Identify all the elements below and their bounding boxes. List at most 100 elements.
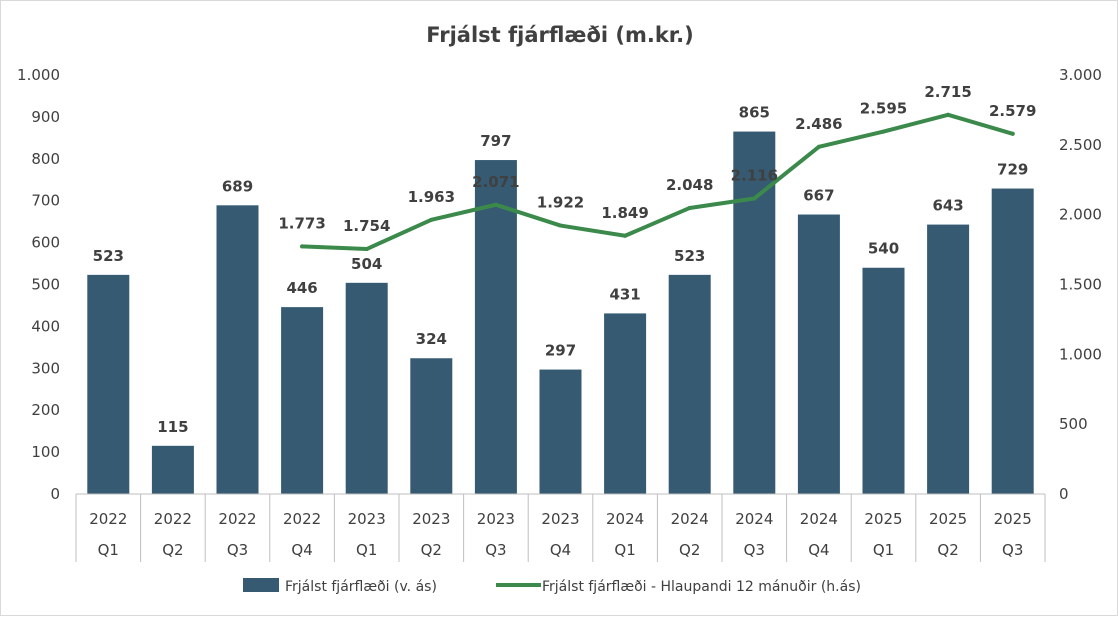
left-y-tick-label: 800 [31,150,60,168]
x-tick-year: 2022 [283,510,321,528]
x-tick-quarter: Q3 [227,541,248,559]
bar [151,445,194,494]
x-tick-quarter: Q1 [98,541,119,559]
bar-series: 523 115 689 446 504 324 797 297 431 523 865 667 540 6… [87,104,1034,495]
x-tick-year: 2025 [864,510,902,528]
line-data-label: 1.922 [537,194,584,212]
bar [410,358,453,494]
bar [345,282,388,494]
x-tick-quarter: Q1 [356,541,377,559]
left-y-tick-label: 900 [31,108,60,126]
line-point [752,196,757,201]
bar-data-label: 667 [803,187,834,205]
line-point [946,112,951,117]
x-tick-quarter: Q4 [808,541,829,559]
x-tick-quarter: Q2 [679,541,700,559]
line-point [364,247,369,252]
x-tick-year: 2023 [477,510,515,528]
line-data-label: 2.579 [989,102,1036,120]
left-y-axis: 0 100 200 300 400 500 600 700 800 900 1.000 [17,66,60,503]
line-data-label: 1.754 [343,217,390,235]
line-data-label: 2.595 [860,100,907,118]
bar-data-label: 797 [480,132,511,150]
x-tick-quarter: Q3 [744,541,765,559]
line-data-label: 2.048 [666,176,713,194]
bar-data-label: 504 [351,255,382,273]
x-tick-year: 2025 [929,510,967,528]
left-y-tick-label: 700 [31,192,60,210]
bar-data-label: 115 [157,418,188,436]
chart-title: Frjálst fjárflæði (m.kr.) [426,23,694,47]
x-tick-year: 2023 [348,510,386,528]
x-tick-year: 2024 [671,510,709,528]
x-tick-year: 2025 [994,510,1032,528]
x-tick-quarter: Q1 [873,541,894,559]
bar [927,224,970,494]
x-tick-year: 2024 [800,510,838,528]
left-y-tick-label: 400 [31,317,60,335]
bar [668,274,711,494]
line-point [558,223,563,228]
left-y-tick-label: 500 [31,276,60,294]
x-tick-quarter: Q3 [1002,541,1023,559]
bar [216,205,259,494]
x-tick-quarter: Q2 [162,541,183,559]
line-point [623,233,628,238]
bar-data-label: 540 [868,240,899,258]
x-tick-year: 2022 [218,510,256,528]
bar [862,267,905,494]
bar [604,313,647,494]
bar [539,369,582,494]
line-data-label: 2.715 [924,83,971,101]
x-tick-quarter: Q1 [614,541,635,559]
right-y-tick-label: 2.000 [1059,206,1102,224]
line-data-label: 1.849 [601,204,648,222]
bar-data-label: 643 [932,197,963,215]
legend: Frjálst fjárflæði (v. ás) Frjálst fjárflæ… [243,578,861,595]
bar [281,307,324,494]
bar-data-label: 431 [609,285,640,303]
legend-bar-swatch [243,578,279,592]
left-y-tick-label: 300 [31,359,60,377]
bar [733,131,776,494]
bar [797,214,840,495]
x-tick-quarter: Q4 [550,541,571,559]
bar-data-label: 523 [93,247,124,265]
right-y-tick-label: 3.000 [1059,66,1102,84]
right-y-tick-label: 1.500 [1059,276,1102,294]
x-tick-year: 2024 [735,510,773,528]
line-point [687,205,692,210]
bar-data-label: 297 [545,342,576,360]
right-y-tick-label: 0 [1059,485,1069,503]
left-y-tick-label: 100 [31,443,60,461]
bar-data-label: 523 [674,247,705,265]
x-tick-year: 2022 [154,510,192,528]
line-data-label: 1.773 [278,214,325,232]
line-data-label: 1.963 [408,188,455,206]
x-tick-year: 2023 [541,510,579,528]
bar-data-label: 324 [416,330,447,348]
x-tick-year: 2024 [606,510,644,528]
x-tick-quarter: Q4 [291,541,312,559]
right-y-axis: 0 500 1.000 1.500 2.000 2.500 3.000 [1059,66,1102,503]
x-axis: 2022 Q1 2022 Q2 2022 Q3 2022 Q4 2023 Q1 2023 Q2 2023… [75,493,1046,562]
left-y-tick-label: 1.000 [17,66,60,84]
line-point [429,217,434,222]
legend-line-label: Frjálst fjárflæði - Hlaupandi 12 mánuðir… [542,579,861,595]
left-y-tick-label: 0 [50,485,60,503]
legend-bar-label: Frjálst fjárflæði (v. ás) [285,579,437,595]
line-data-label: 2.486 [795,115,842,133]
line-point [816,144,821,149]
bar [991,188,1034,494]
bar-data-label: 689 [222,177,253,195]
line-data-label: 2.116 [731,166,778,184]
right-y-tick-label: 500 [1059,415,1088,433]
bar-data-label: 446 [286,279,317,297]
x-tick-quarter: Q2 [421,541,442,559]
x-tick-year: 2023 [412,510,450,528]
left-y-tick-label: 600 [31,234,60,252]
line-path [300,112,1015,252]
bar-data-label: 865 [739,104,770,122]
